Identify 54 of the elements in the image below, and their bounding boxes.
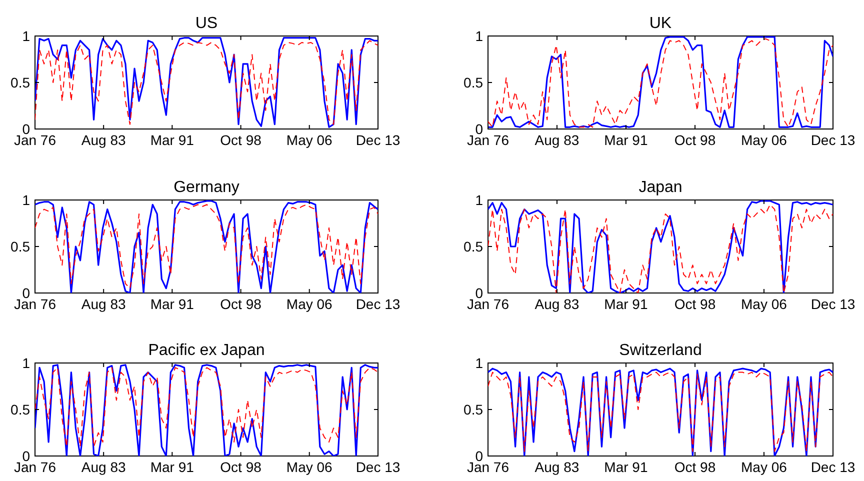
x-tick-label: Mar 91	[150, 296, 194, 312]
x-tick-label: May 06	[286, 459, 333, 475]
x-tick-label: Oct 98	[674, 132, 716, 148]
y-tick-label: 0.5	[10, 74, 30, 90]
x-tick-label: Mar 91	[150, 132, 194, 148]
x-tick-label: Aug 83	[534, 459, 580, 475]
x-tick-label: Mar 91	[604, 459, 648, 475]
y-tick-label: 0	[475, 448, 484, 464]
y-tick-label: 1	[475, 192, 484, 208]
x-tick-label: Oct 98	[220, 296, 262, 312]
x-tick-label: Dec 13	[356, 459, 400, 475]
x-tick-label: May 06	[741, 459, 788, 475]
x-tick-label: Aug 83	[534, 132, 580, 148]
x-tick-label: Dec 13	[356, 296, 400, 312]
y-tick-label: 0	[22, 448, 30, 464]
x-tick-label: May 06	[286, 132, 333, 148]
chart-title: Germany	[174, 179, 240, 196]
x-tick-label: Mar 91	[604, 132, 648, 148]
y-tick-label: 0	[22, 285, 30, 301]
x-tick-label: Aug 83	[81, 296, 126, 312]
y-tick-label: 0	[475, 121, 484, 137]
chart-title: Japan	[638, 179, 682, 196]
x-tick-label: May 06	[741, 296, 788, 312]
y-tick-label: 0.5	[10, 238, 30, 254]
y-tick-label: 0.5	[464, 402, 484, 418]
y-tick-label: 1	[475, 355, 484, 371]
x-tick-label: Aug 83	[534, 296, 580, 312]
y-tick-label: 1	[22, 28, 30, 44]
y-tick-label: 0.5	[464, 238, 484, 254]
chart-title: Switzerland	[619, 342, 702, 359]
y-tick-label: 1	[475, 28, 484, 44]
x-tick-label: Oct 98	[220, 132, 262, 148]
x-tick-label: May 06	[741, 132, 788, 148]
chart-title: Pacific ex Japan	[148, 342, 265, 359]
x-tick-label: Dec 13	[810, 296, 856, 312]
x-tick-label: Dec 13	[810, 132, 856, 148]
x-tick-label: May 06	[286, 296, 333, 312]
y-tick-label: 0.5	[10, 402, 30, 418]
x-tick-label: Oct 98	[674, 459, 716, 475]
x-tick-label: Aug 83	[81, 459, 126, 475]
x-tick-label: Mar 91	[150, 459, 194, 475]
x-tick-label: Oct 98	[674, 296, 716, 312]
x-tick-label: Dec 13	[356, 132, 400, 148]
y-tick-label: 0	[475, 285, 484, 301]
y-tick-label: 0.5	[464, 74, 484, 90]
y-tick-label: 0	[22, 121, 30, 137]
x-tick-label: Dec 13	[810, 459, 856, 475]
x-tick-label: Mar 91	[604, 296, 648, 312]
chart-title: UK	[649, 15, 672, 32]
x-tick-label: Aug 83	[81, 132, 126, 148]
x-tick-label: Oct 98	[220, 459, 262, 475]
chart-title: US	[195, 15, 218, 32]
y-tick-label: 1	[22, 192, 30, 208]
y-tick-label: 1	[22, 355, 30, 371]
